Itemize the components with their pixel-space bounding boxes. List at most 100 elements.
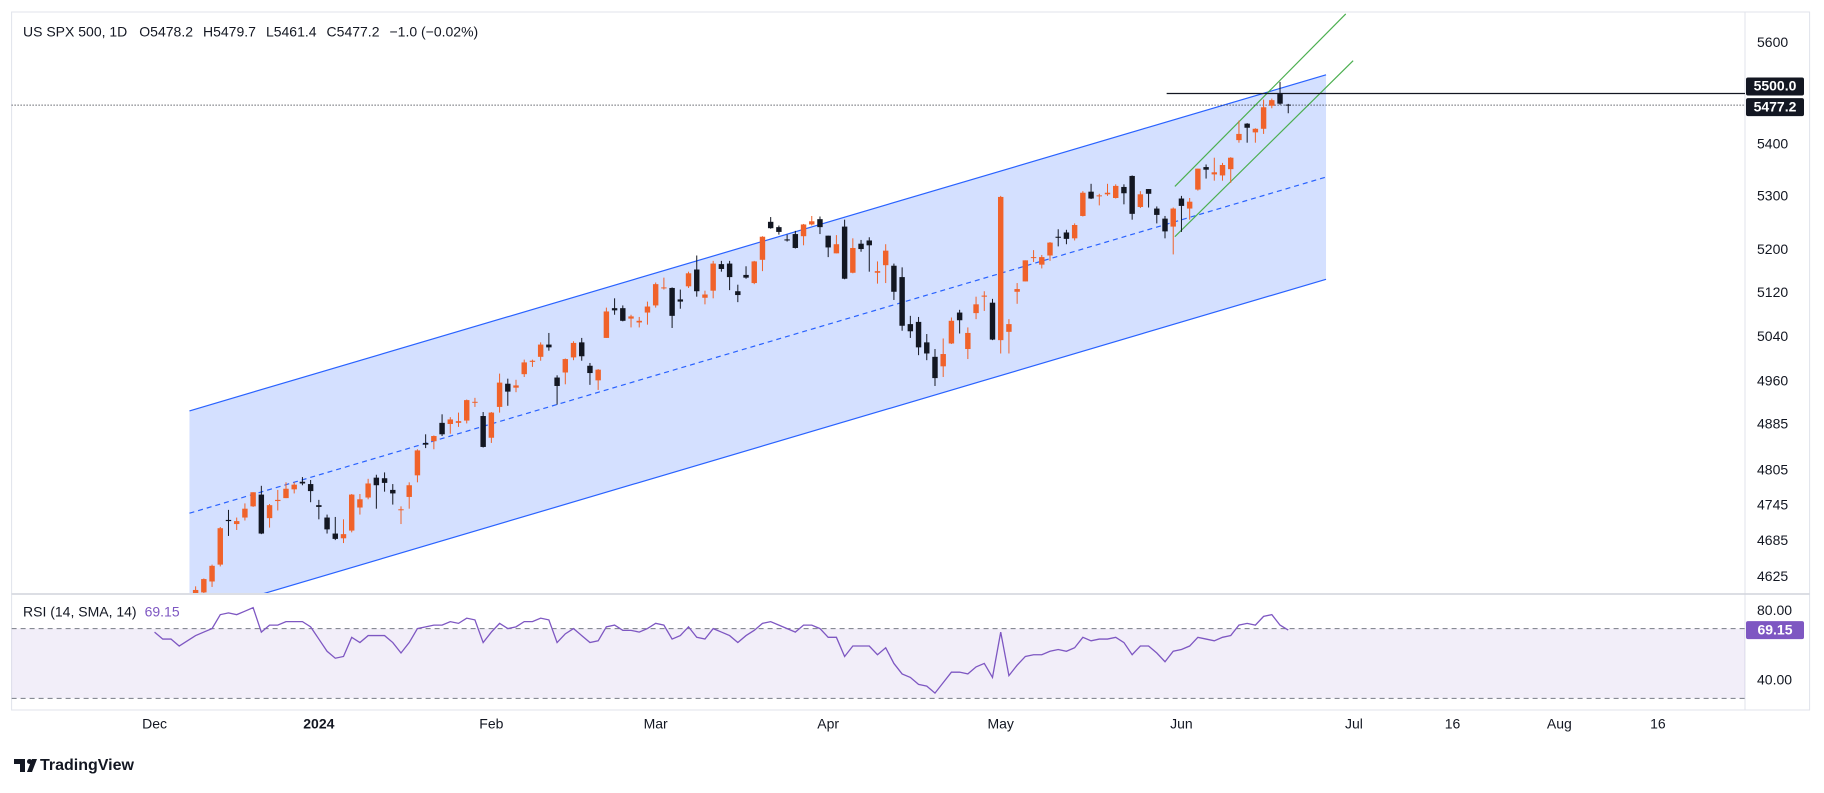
candle-body [940,354,946,367]
candle-body [866,240,872,246]
candle-body [603,311,610,338]
candle-body [390,489,396,494]
brand-logo-dot [27,759,32,764]
candle-body [480,416,486,447]
candle-body [685,273,692,287]
candle-body [414,450,421,476]
candle-body [1129,175,1135,214]
candle-body [242,508,248,518]
candle-body [628,316,634,319]
rsi-tick-label: 80.00 [1757,602,1792,618]
candle-body [1030,257,1037,259]
ohlc-label: O5478.2 [139,24,193,40]
candle-body [809,221,815,225]
candle-body [932,356,938,379]
header: US SPX 500, 1D [23,24,127,40]
candle-body [439,422,445,435]
ohlc-label: L5461.4 [266,24,317,40]
channel-middle [189,176,1327,514]
hline-label-box [1746,77,1804,96]
rsi-band-fill [11,628,1746,699]
candle-body [841,226,848,279]
candle-body [505,383,511,392]
candle-body [447,419,454,425]
candle-body [1047,242,1053,256]
candle-body [537,344,544,357]
candle-body [800,224,807,237]
y-tick-label: 5300 [1757,188,1788,204]
candle-body [595,369,601,381]
candle-body [201,579,207,593]
last-price-label-box [1746,98,1804,117]
candle-body [579,342,585,357]
candle-body [1006,324,1012,332]
candle-body [1244,123,1250,128]
candle-body [1186,201,1193,209]
candle-body [620,308,626,321]
y-tick-label: 4745 [1757,496,1788,512]
candle-body [726,263,733,278]
candle-body [546,344,552,348]
brand-logo [14,759,37,772]
candle-body [825,235,831,248]
candle-body [1039,257,1045,265]
candle-body [1203,167,1209,170]
candle-body [266,505,273,519]
y-tick-label: 4885 [1757,415,1788,431]
candle-body [1252,128,1259,133]
candle-body [562,359,569,373]
candle-body [431,436,437,442]
candle-body [1154,208,1160,215]
chart-title: US SPX 500, 1D [23,24,127,40]
axes: 5600 5400 5300 5200 5120 5040 4960 4885 4805 4745… [142,34,1804,732]
candle-body [981,295,987,297]
candle-body [1285,104,1291,106]
y-tick-label: 5400 [1757,135,1788,151]
brand: TradingView [14,757,135,774]
candle-body [948,320,955,344]
hline-label: 5500.0 [1754,78,1797,94]
candle-body [250,492,256,507]
candle-body [1277,94,1283,104]
candle-body [776,227,782,232]
x-tick-label: Dec [142,716,167,732]
candle-body [357,499,363,508]
candle-body [1178,198,1185,206]
candle-body [973,304,979,314]
candle-body [924,342,930,354]
candle-body [316,505,322,507]
channel-fill [189,74,1327,593]
candle-body [472,401,478,403]
candle-body [858,243,864,250]
candle-body [751,261,757,284]
x-tick-label: Mar [644,716,668,732]
candle-body [661,287,667,289]
candle-body [850,247,856,273]
candle-body [1162,218,1168,232]
y-tick-label: 4805 [1757,461,1788,477]
candle-body [899,277,905,326]
y-tick-label: 5120 [1757,284,1788,300]
candle-body [1219,164,1226,176]
trend-line [1174,13,1347,187]
candle-body [611,308,618,311]
candle-body [1170,208,1176,227]
rsi-pane [11,606,1746,699]
candle-body [644,306,651,313]
candle-body [1228,157,1234,170]
candle-body [340,534,347,539]
candle-body [496,382,503,407]
x-tick-label: Apr [817,716,839,732]
candle-body [718,264,725,269]
candle-body [1137,194,1144,207]
brand-name: TradingView [40,757,135,774]
candle-body [1022,260,1029,282]
candle-body [217,528,223,565]
rsi-title: RSI (14, SMA, 14) [23,604,137,620]
candle-body [1269,100,1275,106]
candle-body [989,302,996,340]
candle-body [554,377,560,386]
candle-body [455,421,462,423]
rsi-value: 69.15 [145,604,180,620]
y-tick-label: 5040 [1757,328,1788,344]
